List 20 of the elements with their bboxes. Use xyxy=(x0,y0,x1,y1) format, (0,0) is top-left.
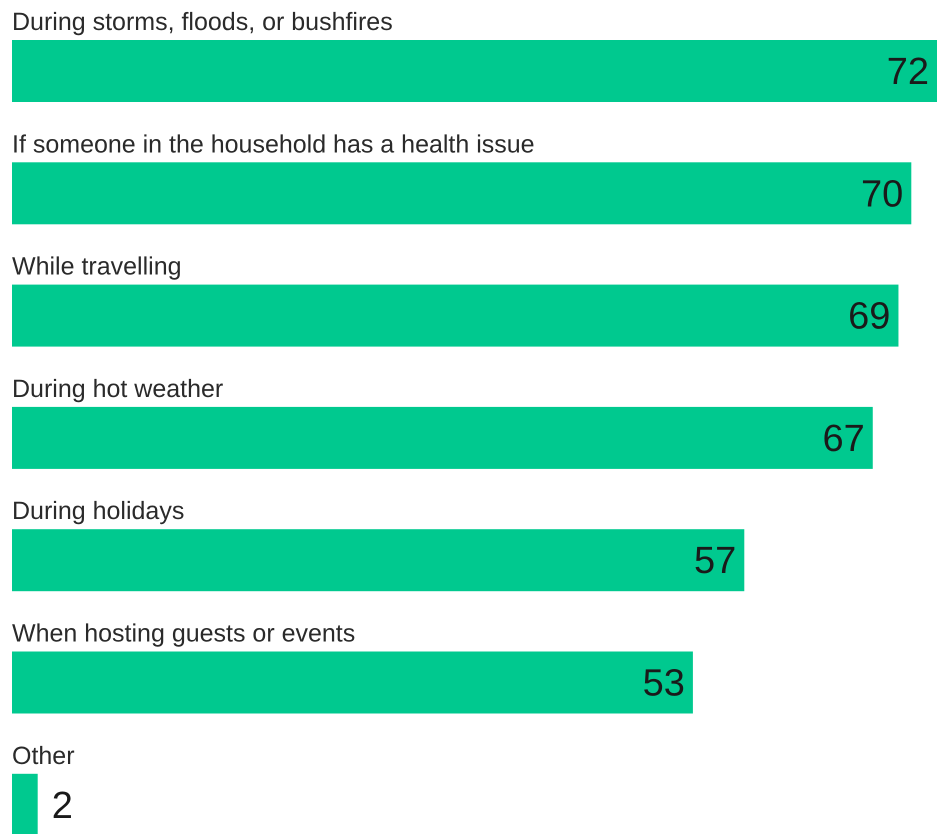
y-tick-label: During holidays xyxy=(12,497,184,526)
bar xyxy=(12,652,693,714)
bar xyxy=(12,40,937,102)
y-tick-label: During hot weather xyxy=(12,374,224,403)
y-tick-label: Other xyxy=(12,742,75,770)
data-label: 72 xyxy=(886,51,929,93)
bar xyxy=(12,284,898,347)
data-label: 67 xyxy=(822,418,865,460)
data-label: 70 xyxy=(861,173,904,216)
data-label: 69 xyxy=(848,296,890,338)
data-label: 57 xyxy=(694,540,736,582)
bar xyxy=(12,406,873,469)
data-label: 2 xyxy=(52,784,73,827)
y-tick-label: When hosting guests or events xyxy=(12,620,356,648)
y-tick-label: During storms, floods, or bushfires xyxy=(12,8,393,36)
y-tick-label: If someone in the household has a health issue xyxy=(12,130,535,158)
bar xyxy=(12,162,912,224)
data-label: 53 xyxy=(642,662,685,704)
bar xyxy=(12,529,744,592)
y-tick-label: While travelling xyxy=(12,252,182,281)
